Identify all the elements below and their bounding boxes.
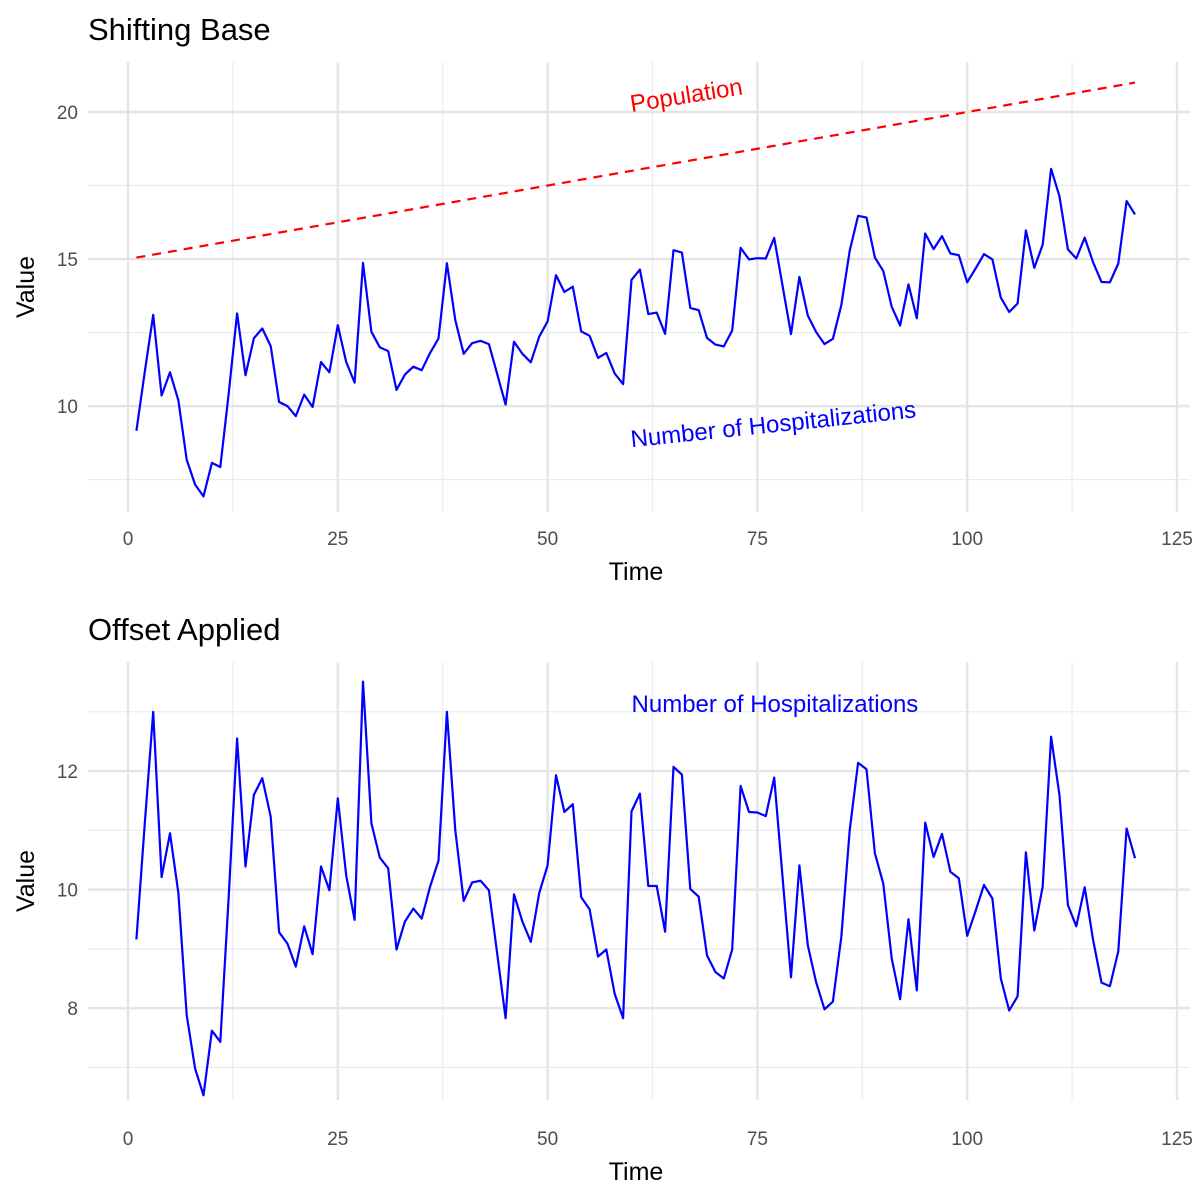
y-tick-label: 10: [57, 881, 78, 902]
y-tick-label: 12: [57, 762, 78, 783]
y-tick-label: 10: [57, 397, 78, 418]
x-axis-label: Time: [609, 558, 664, 586]
x-axis-label: Time: [609, 1158, 664, 1186]
x-tick-label: 125: [1161, 529, 1193, 550]
annotation-label: Number of Hospitalizations: [632, 691, 919, 718]
x-tick-label: 25: [327, 1129, 348, 1150]
x-tick-label: 25: [327, 529, 348, 550]
x-tick-label: 125: [1161, 1129, 1193, 1150]
x-tick-label: 50: [537, 529, 558, 550]
x-tick-label: 0: [123, 1129, 134, 1150]
x-tick-label: 75: [747, 1129, 768, 1150]
x-tick-label: 100: [951, 1129, 983, 1150]
x-tick-label: 75: [747, 529, 768, 550]
y-axis-label: Value: [12, 256, 40, 318]
chart-title: Offset Applied: [88, 612, 280, 647]
chart-title: Shifting Base: [88, 12, 271, 47]
y-tick-label: 8: [67, 999, 78, 1020]
chart-panel-2: 0 25 50 75 100 125 8 10 12 Number of Hospitalizat…: [12, 612, 1193, 1186]
y-tick-label: 15: [57, 250, 78, 271]
y-tick-label: 20: [57, 103, 78, 124]
population-line: [136, 81, 1136, 259]
x-tick-label: 0: [123, 529, 134, 550]
hospitalizations-line: [135, 167, 1136, 498]
x-tick-label: 100: [951, 529, 983, 550]
y-axis-label: Value: [12, 850, 40, 912]
hospitalizations-line: [135, 680, 1137, 1097]
x-tick-label: 50: [537, 1129, 558, 1150]
